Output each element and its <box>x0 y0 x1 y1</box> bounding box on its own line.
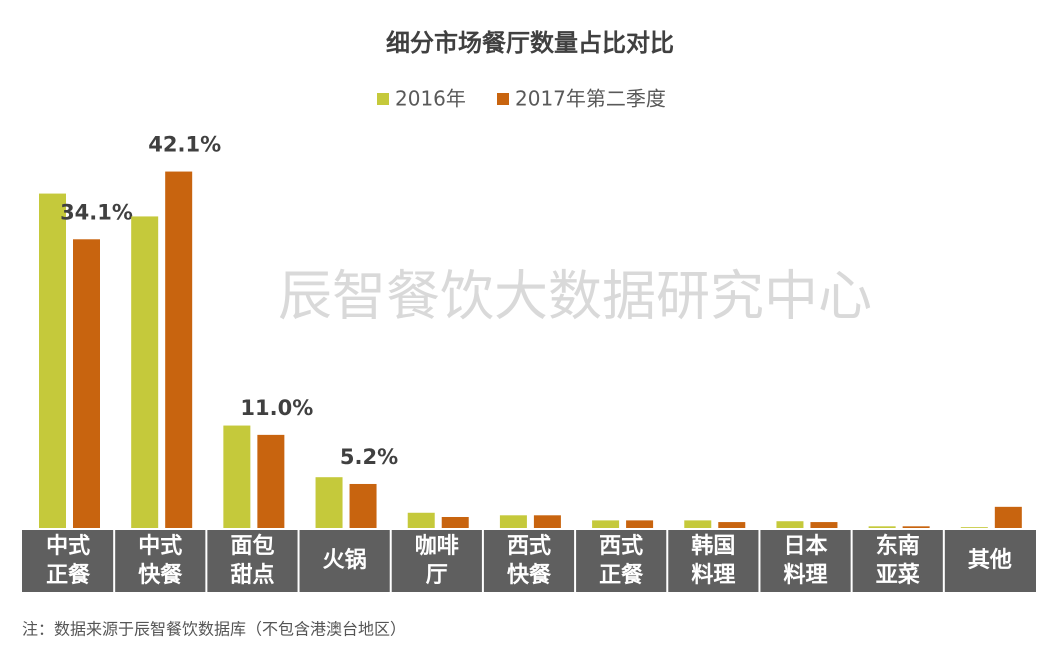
x-tick-label: 咖啡厅 <box>415 534 459 588</box>
x-tick-label: 面包甜点 <box>230 533 274 588</box>
bar <box>718 522 746 528</box>
bar <box>131 216 159 528</box>
x-tick-label: 西式正餐 <box>599 534 644 588</box>
watermark: 辰智餐饮大数据研究中心 <box>278 265 872 328</box>
x-tick-label: 其他 <box>968 548 1012 573</box>
bar <box>810 522 838 528</box>
value-label: 5.2% <box>340 445 398 469</box>
legend-label: 2016年 <box>395 87 466 111</box>
bar <box>499 515 527 528</box>
bar <box>994 506 1022 528</box>
x-tick-label: 东南亚菜 <box>876 533 920 588</box>
x-tick-label: 中式快餐 <box>138 534 183 588</box>
value-label: 42.1% <box>148 133 221 157</box>
bar <box>257 434 285 528</box>
legend-swatch <box>377 93 389 105</box>
chart-title: 细分市场餐厅数量占比对比 <box>386 29 674 57</box>
category-strip <box>22 530 1036 592</box>
legend-swatch <box>497 93 509 105</box>
bar <box>776 521 804 528</box>
bar <box>315 477 343 528</box>
x-tick-label: 韩国料理 <box>691 533 735 588</box>
bar <box>223 425 251 528</box>
bar <box>441 516 469 528</box>
x-tick-label: 西式快餐 <box>507 534 552 588</box>
footnote: 注：数据来源于辰智餐饮数据库（不包含港澳台地区） <box>22 620 406 639</box>
bar <box>165 171 193 528</box>
bar <box>868 526 896 528</box>
bar <box>407 512 435 528</box>
bar <box>626 520 654 528</box>
x-tick-label: 中式正餐 <box>46 534 91 588</box>
x-tick-label: 日本料理 <box>784 534 828 588</box>
x-tick-label: 火锅 <box>323 547 367 573</box>
bar <box>902 526 930 528</box>
value-label: 11.0% <box>240 396 313 420</box>
legend-label: 2017年第二季度 <box>515 87 666 111</box>
bar <box>684 520 712 528</box>
bar <box>349 483 377 528</box>
bar <box>533 515 561 528</box>
value-label: 34.1% <box>60 200 133 224</box>
bar <box>73 239 100 528</box>
bar <box>960 527 988 528</box>
bar <box>39 193 66 529</box>
bar <box>592 520 620 528</box>
